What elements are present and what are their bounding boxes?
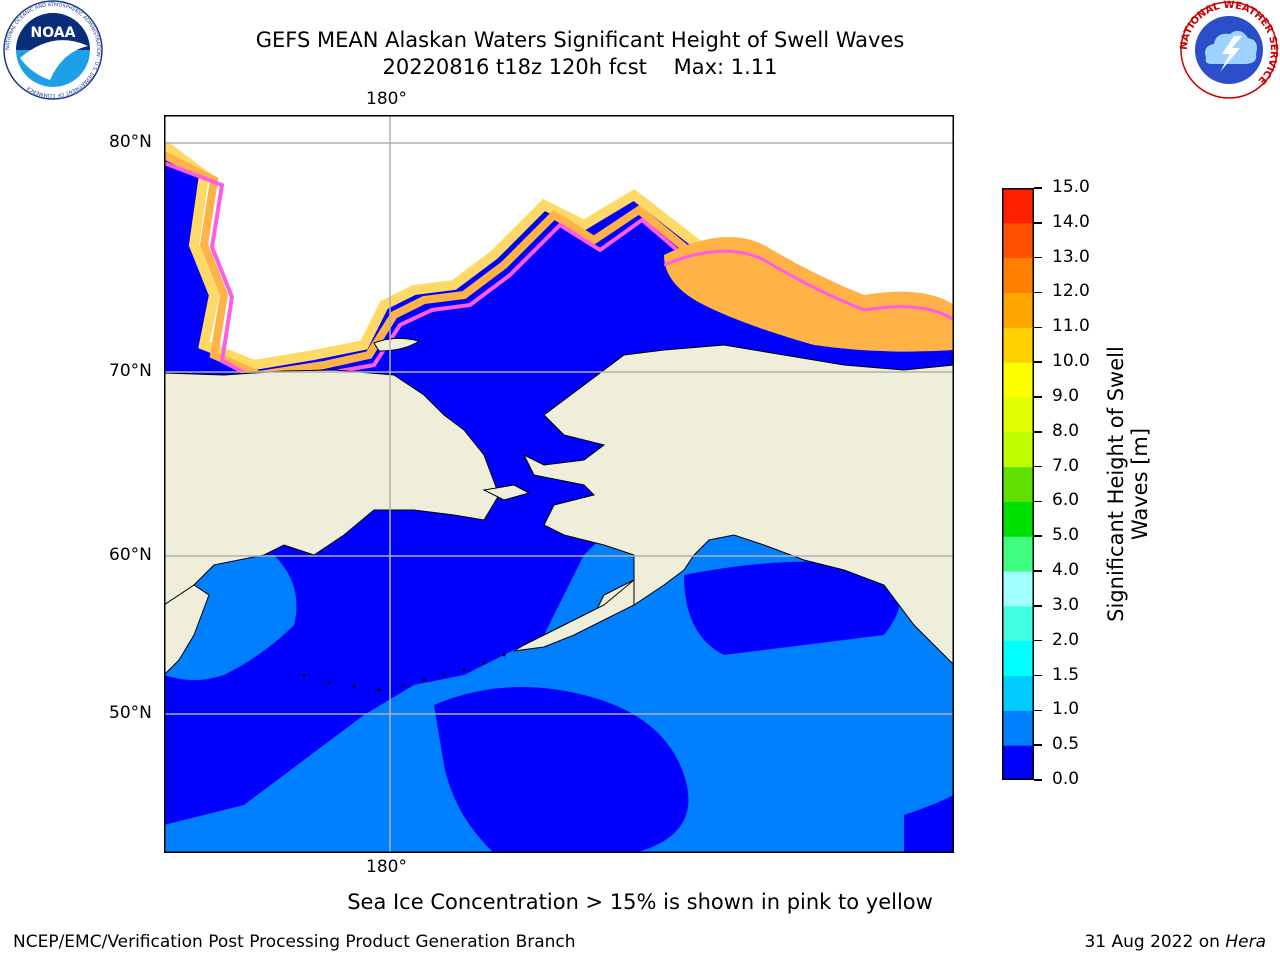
colorbar-tick-label: 14.0 [1052, 211, 1090, 232]
colorbar-tick-label: 11.0 [1052, 316, 1090, 337]
page-subtitle: 20220816 t18z 120h fcst Max: 1.11 [382, 55, 778, 79]
colorbar-tick-label: 2.0 [1052, 629, 1080, 650]
colorbar-tick-mark [1034, 222, 1042, 224]
colorbar-segment [1002, 362, 1034, 398]
swell-map [164, 115, 954, 853]
colorbar-tick-label: 1.0 [1052, 699, 1080, 720]
colorbar-tick-mark [1034, 500, 1042, 503]
colorbar-tick-label: 7.0 [1052, 455, 1080, 476]
colorbar-tick-mark [1034, 709, 1042, 712]
sea-ice-patch-east-pink [663, 249, 954, 322]
colorbar-segment [1002, 675, 1034, 711]
footer-machine: Hera [1225, 932, 1266, 952]
sea-ice-white [164, 115, 954, 365]
sea-ice-patch-east [664, 237, 954, 352]
colorbar-tick-mark [1034, 187, 1042, 189]
page-title: GEFS MEAN Alaskan Waters Significant Hei… [255, 28, 905, 52]
footer-branch: NCEP/EMC/Verification Post Processing Pr… [13, 932, 576, 952]
colorbar-tick-mark [1034, 535, 1042, 537]
colorbar-tick-label: 10.0 [1052, 351, 1090, 372]
aleutian-islands [302, 653, 506, 692]
colorbar-frame [1002, 188, 1034, 780]
land-st-lawrence-island [482, 484, 531, 501]
colorbar [1002, 188, 1034, 781]
lat-label-70: 70°N [109, 361, 152, 381]
colorbar-tick-label: 5.0 [1052, 525, 1080, 546]
colorbar-segment [1002, 292, 1034, 328]
colorbar-segment [1002, 745, 1034, 781]
ocean-low-swell-gulf [684, 561, 900, 655]
colorbar-segment [1002, 257, 1034, 293]
lon-label-bottom: 180° [366, 857, 407, 877]
land-alaska-peninsula [513, 578, 635, 652]
land-kamchatka [164, 584, 210, 676]
ocean-light-se [764, 675, 954, 853]
colorbar-segment [1002, 327, 1034, 363]
colorbar-tick-label: 6.0 [1052, 490, 1080, 511]
colorbar-segment [1002, 605, 1034, 642]
colorbar-tick-mark [1034, 326, 1042, 329]
ocean-light-west [164, 555, 297, 680]
colorbar-tick-mark [1034, 779, 1042, 781]
colorbar-segment [1002, 188, 1034, 224]
colorbar-tick-label: 3.0 [1052, 594, 1080, 615]
lat-label-80: 80°N [109, 132, 152, 152]
svg-text:NOAA: NOAA [31, 25, 76, 41]
ocean-low-swell-se [904, 795, 954, 853]
colorbar-tick-mark [1034, 744, 1042, 746]
colorbar-tick-label: 8.0 [1052, 420, 1080, 441]
colorbar-segment [1002, 571, 1034, 607]
colorbar-tick-mark [1034, 605, 1042, 607]
graticule [164, 115, 954, 853]
colorbar-tick-mark [1034, 674, 1042, 677]
colorbar-tick-label: 13.0 [1052, 246, 1090, 267]
land-wrangel-island [373, 337, 421, 352]
colorbar-tick-label: 0.5 [1052, 734, 1080, 755]
colorbar-segment [1002, 536, 1034, 572]
colorbar-tick-label: 9.0 [1052, 385, 1080, 406]
map-frame [164, 115, 954, 853]
colorbar-tick-label: 4.0 [1052, 560, 1080, 581]
colorbar-segment [1002, 501, 1034, 537]
colorbar-tick-mark [1034, 396, 1042, 398]
ocean-low-swell-south [434, 687, 689, 853]
colorbar-segment [1002, 466, 1034, 502]
nws-logo: NATIONAL WEATHER SERVICE [1178, 0, 1280, 100]
colorbar-tick-mark [1034, 431, 1042, 433]
colorbar-tick-mark [1034, 361, 1042, 363]
colorbar-tick-label: 0.0 [1052, 769, 1080, 789]
colorbar-segment [1002, 222, 1034, 259]
colorbar-tick-mark [1034, 465, 1042, 468]
colorbar-tick-mark [1034, 639, 1042, 642]
lon-label-top: 180° [366, 89, 407, 109]
colorbar-segment [1002, 710, 1034, 746]
colorbar-label: Significant Height of Swell Waves [m] [1104, 346, 1152, 622]
sea-ice-note: Sea Ice Concentration > 15% is shown in … [347, 890, 933, 914]
noaa-logo: NOAA NATIONAL OCEANIC AND ATMOSPHERIC AD… [2, 0, 104, 100]
colorbar-tick-mark [1034, 256, 1042, 259]
colorbar-tick-label: 1.5 [1052, 664, 1080, 685]
colorbar-tick-mark [1034, 291, 1042, 294]
colorbar-tick-mark [1034, 570, 1042, 572]
lat-label-60: 60°N [109, 545, 152, 565]
colorbar-tick-label: 15.0 [1052, 177, 1090, 197]
footer-date-text: 31 Aug 2022 on [1084, 932, 1226, 952]
colorbar-segment [1002, 431, 1034, 468]
colorbar-segment [1002, 396, 1034, 433]
footer-date: 31 Aug 2022 on Hera [1084, 932, 1266, 952]
colorbar-tick-label: 12.0 [1052, 281, 1090, 302]
lat-label-50: 50°N [109, 703, 152, 723]
colorbar-segment [1002, 640, 1034, 677]
